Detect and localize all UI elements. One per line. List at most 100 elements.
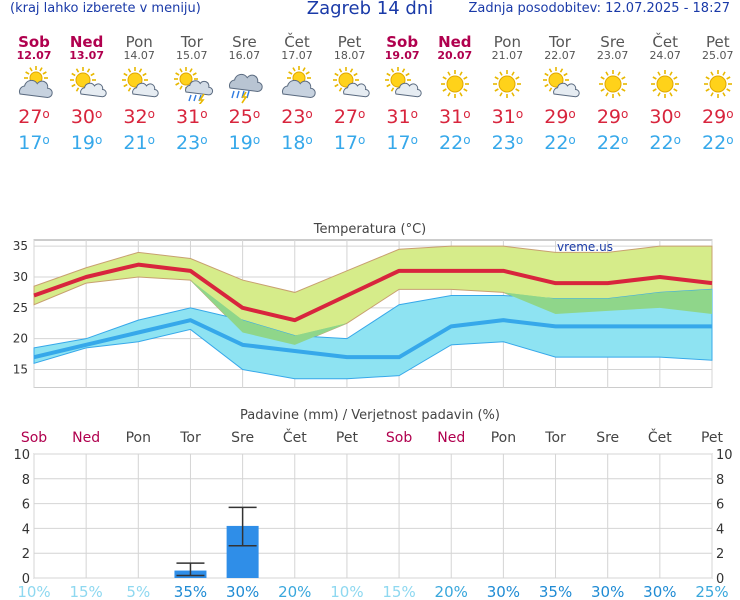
min-temp: 18o [281,132,313,154]
day-name: Sob [18,33,50,51]
precip-probability: 10% [330,583,363,600]
day-name: Sob [386,33,419,51]
day-date: 25.07 [702,49,734,62]
y-tick-label-right: 6 [716,498,724,513]
forecast-day[interactable]: Čet 24.07 30o 22o [639,34,691,154]
x-tick-label: Ned [72,430,100,446]
forecast-day[interactable]: Tor 22.07 29o 22o [534,34,586,154]
precip-probability: 30% [643,583,676,600]
page-title: Zagreb 14 dni [306,0,434,19]
x-tick-label: Sre [231,430,254,446]
sun-cloud-icon [61,64,113,104]
sun-cloud-icon [113,64,165,104]
day-date: 17.07 [281,49,313,62]
max-temp: 25o [228,106,261,128]
forecast-day[interactable]: Pon 21.07 31o 23o [481,34,533,154]
forecast-day[interactable]: Pon 14.07 32o 21o [113,34,165,154]
forecast-day[interactable]: Sre 23.07 29o 22o [587,34,639,154]
x-tick-label: Pon [126,430,151,446]
day-name: Pet [705,33,730,51]
min-temp: 22o [544,132,576,154]
y-tick-label: 30 [13,270,28,284]
day-name: Pon [493,33,521,51]
watermark: vreme.us [557,240,613,254]
day-name: Pet [337,33,362,51]
overlap-band [34,277,712,345]
sun-icon [639,64,691,104]
max-temp: 32o [123,106,155,128]
day-name: Ned [438,33,472,51]
min-temp: 17o [386,132,418,154]
max-temp: 31o [386,106,418,128]
max-temp: 31o [176,106,208,128]
max-temp: 23o [281,106,313,128]
y-tick-label: 10 [13,448,30,463]
min-temp: 23o [491,132,524,154]
min-temp: 22o [702,132,734,154]
last-updated: Zadnja posodobitev: 12.07.2025 - 18:27 [468,1,730,16]
day-name: Čet [284,33,310,51]
x-tick-label: Sre [596,430,619,446]
day-name: Pon [125,33,153,51]
x-tick-label: Sob [21,430,47,446]
min-temp: 22o [596,132,629,154]
y-tick-label-right: 4 [716,522,724,537]
day-date: 19.07 [384,49,420,62]
y-tick-label-right: 0 [716,572,724,587]
day-name: Sre [600,33,625,51]
min-temp: 22o [439,132,471,154]
forecast-day[interactable]: Pet 18.07 27o 17o [324,34,376,154]
forecast-day[interactable]: Sob 19.07 31o 17o [376,34,428,154]
max-temp: 29o [544,106,576,128]
forecast-day[interactable]: Sre 16.07 25o 19o [218,34,270,154]
min-temp: 19o [70,132,103,154]
forecast-day[interactable]: Čet 17.07 23o 18o [271,34,323,154]
max-temp: 31o [439,106,471,128]
forecast-strip: Sob 12.07 27o 17o Ned 13.07 30o 19o Pon 14.07 32o 2… [8,34,736,170]
location-hint[interactable]: (kraj lahko izberete v meniju) [10,1,201,16]
day-name: Tor [549,33,571,51]
max-temp-line [33,262,713,323]
day-name: Čet [652,33,678,51]
min-temp-band [33,288,713,380]
x-tick-label: Tor [179,430,201,446]
min-temp-line [33,318,712,360]
day-date: 21.07 [491,49,524,62]
min-temp: 23o [176,132,208,154]
sun-icon [692,64,740,104]
max-temp: 30o [649,106,681,128]
min-temp: 17o [333,132,366,154]
day-date: 14.07 [123,49,155,62]
y-tick-label: 4 [22,522,30,537]
y-tick-label: 2 [22,547,30,562]
precip-probability: 30% [487,583,520,600]
header: (kraj lahko izberete v meniju) Zagreb 14… [0,0,740,24]
sun-cloud-icon [376,64,428,104]
y-tick-label-right: 10 [716,448,733,463]
storm-cloud-icon [218,64,270,104]
forecast-day[interactable]: Ned 13.07 30o 19o [61,34,113,154]
forecast-day[interactable]: Sob 12.07 27o 17o [8,34,60,154]
y-tick-label: 25 [13,301,28,315]
precip-probability: 35% [539,583,572,600]
x-tick-label: Ned [437,430,465,446]
day-name: Tor [180,33,203,51]
y-tick-label: 0 [22,572,30,587]
precip-probability: 15% [382,583,415,600]
precip-probability: 30% [226,583,259,600]
forecast-day[interactable]: Pet 25.07 29o 22o [692,34,740,154]
precip-probability: 30% [591,583,624,600]
min-temp: 19o [228,132,261,154]
max-temp: 31o [491,106,524,128]
y-tick-label-right: 2 [716,547,724,562]
sun-icon [429,64,481,104]
x-tick-label: Čet [283,428,307,446]
precip-probability: 20% [435,583,468,600]
day-name: Ned [69,33,104,51]
sun-cloud-icon [534,64,586,104]
precip-probability: 15% [69,583,102,600]
partly-cloudy-icon [8,64,60,104]
forecast-day[interactable]: Tor 15.07 31o 23o [166,34,218,154]
forecast-day[interactable]: Ned 20.07 31o 22o [429,34,481,154]
y-tick-label: 15 [13,363,28,377]
